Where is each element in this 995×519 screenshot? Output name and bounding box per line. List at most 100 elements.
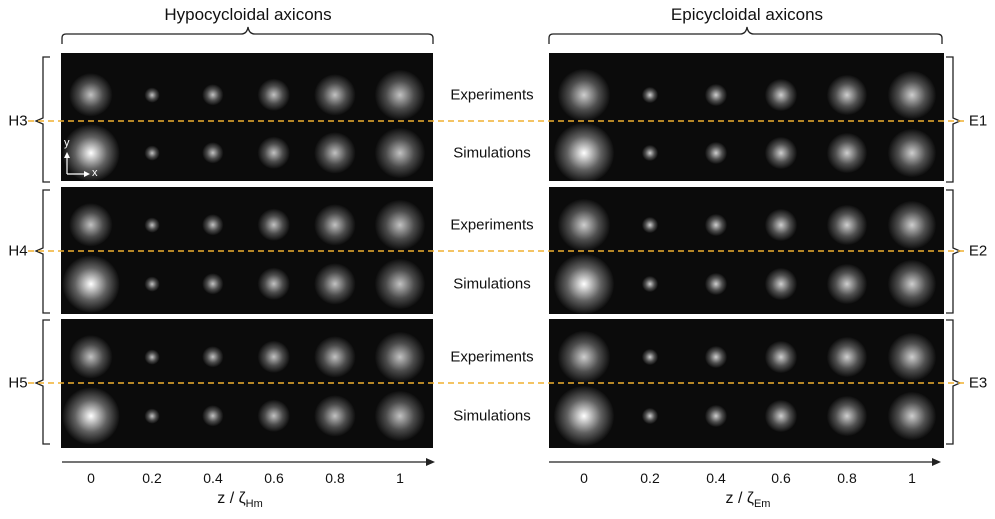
beam-spot-left-r4-c2 [202, 346, 224, 368]
panel-h3 [61, 53, 433, 181]
label-experiments-3: Experiments [450, 348, 534, 366]
beam-spot-left-r1-c2 [202, 142, 224, 164]
beam-spot-left-r0-c3 [257, 78, 291, 112]
tick-right-0: 0 [580, 470, 588, 486]
top-brace-right [548, 26, 943, 44]
tick-right-2: 0.4 [706, 470, 726, 486]
beam-spot-right-r2-c1 [642, 217, 658, 233]
beam-spot-left-r3-c4 [314, 263, 356, 305]
beam-spot-right-r4-c4 [827, 337, 867, 377]
beam-spot-right-r0-c5 [888, 71, 936, 119]
tick-right-3: 0.6 [771, 470, 791, 486]
label-h5: H5 [8, 374, 28, 392]
beam-spot-right-r3-c5 [888, 260, 936, 308]
label-h3: H3 [8, 112, 28, 130]
beam-spot-right-r5-c3 [765, 400, 797, 432]
tick-right-5: 1 [908, 470, 916, 486]
beam-spot-right-r5-c0 [554, 386, 614, 446]
label-e3: E3 [968, 374, 988, 392]
beam-spot-left-r4-c4 [314, 336, 356, 378]
beam-spot-right-r2-c0 [558, 199, 610, 251]
beam-spot-left-r3-c5 [375, 259, 425, 309]
beam-spot-right-r3-c1 [642, 276, 658, 292]
beam-spot-left-r0-c1 [144, 87, 160, 103]
beam-spot-right-r1-c0 [554, 123, 614, 183]
axis-left-label-sub: Hm [245, 498, 263, 511]
beam-spot-right-r3-c4 [827, 264, 867, 304]
beam-spot-left-r0-c0 [69, 73, 113, 117]
tick-left-0: 0 [87, 470, 95, 486]
panel-e1 [549, 53, 944, 181]
axis-right-label-sub: Em [753, 498, 771, 511]
tick-left-5: 1 [396, 470, 404, 486]
axis-right-label: z / ζEm [726, 490, 771, 510]
beam-spot-left-r3-c3 [257, 267, 291, 301]
beam-spot-right-r3-c2 [705, 273, 727, 295]
axis-left-label: z / ζHm [217, 490, 263, 510]
beam-spot-left-r0-c2 [202, 84, 224, 106]
beam-spot-left-r5-c0 [62, 387, 120, 445]
beam-spot-left-r3-c1 [144, 276, 160, 292]
beam-spot-right-r5-c4 [827, 396, 867, 436]
beam-spot-right-r5-c1 [642, 408, 658, 424]
beam-spot-left-r5-c4 [314, 395, 356, 437]
side-brace-h3 [34, 56, 50, 183]
label-experiments-2: Experiments [450, 216, 534, 234]
beam-spot-right-r1-c5 [888, 129, 936, 177]
beam-spot-left-r4-c0 [69, 335, 113, 379]
beam-spot-left-r2-c1 [144, 217, 160, 233]
beam-spot-left-r4-c1 [144, 349, 160, 365]
beam-spot-right-r1-c2 [705, 142, 727, 164]
tick-right-4: 0.8 [837, 470, 857, 486]
beam-spot-left-r0-c5 [375, 70, 425, 120]
beam-spot-right-r2-c3 [765, 209, 797, 241]
beam-spot-left-r1-c5 [375, 128, 425, 178]
beam-spot-left-r5-c5 [375, 391, 425, 441]
label-experiments-1: Experiments [450, 86, 534, 104]
beam-spot-left-r5-c3 [257, 399, 291, 433]
label-simulations-3: Simulations [453, 407, 531, 425]
tick-left-3: 0.6 [264, 470, 284, 486]
beam-spot-left-r4-c5 [375, 332, 425, 382]
axis-right-arrow [932, 458, 941, 466]
label-h4: H4 [8, 242, 28, 260]
beam-spot-right-r5-c5 [888, 392, 936, 440]
beam-spot-left-r3-c0 [62, 255, 120, 313]
tick-left-2: 0.4 [203, 470, 223, 486]
beam-spot-left-r0-c4 [314, 74, 356, 116]
beam-spot-right-r4-c3 [765, 341, 797, 373]
beam-spot-left-r2-c0 [69, 203, 113, 247]
beam-spot-left-r5-c1 [144, 408, 160, 424]
side-brace-e3 [946, 319, 962, 445]
beam-spot-left-r5-c2 [202, 405, 224, 427]
beam-spot-right-r2-c5 [888, 201, 936, 249]
label-simulations-1: Simulations [453, 144, 531, 162]
beam-spot-left-r4-c3 [257, 340, 291, 374]
beam-spot-right-r2-c2 [705, 214, 727, 236]
side-brace-e1 [946, 56, 962, 183]
beam-spot-left-r1-c1 [144, 145, 160, 161]
top-brace-left [61, 26, 434, 44]
inset-x-label: x [92, 167, 98, 179]
beam-spot-left-r2-c2 [202, 214, 224, 236]
beam-spot-right-r0-c1 [642, 87, 658, 103]
beam-spot-right-r3-c0 [554, 254, 614, 314]
beam-spot-left-r2-c3 [257, 208, 291, 242]
beam-spot-right-r0-c3 [765, 79, 797, 111]
tick-left-4: 0.8 [325, 470, 345, 486]
beam-spot-right-r4-c5 [888, 333, 936, 381]
beam-spot-right-r1-c4 [827, 133, 867, 173]
beam-spot-right-r5-c2 [705, 405, 727, 427]
beam-spot-right-r0-c4 [827, 75, 867, 115]
label-e1: E1 [968, 112, 988, 130]
side-brace-h4 [34, 189, 50, 314]
axis-left-label-main: z / ζ [217, 490, 246, 507]
label-simulations-2: Simulations [453, 275, 531, 293]
inset-y-label: y [64, 137, 70, 149]
beam-spot-left-r2-c5 [375, 200, 425, 250]
beam-spot-left-r1-c3 [257, 136, 291, 170]
tick-right-1: 0.2 [640, 470, 660, 486]
label-e2: E2 [968, 242, 988, 260]
beam-spot-right-r2-c4 [827, 205, 867, 245]
